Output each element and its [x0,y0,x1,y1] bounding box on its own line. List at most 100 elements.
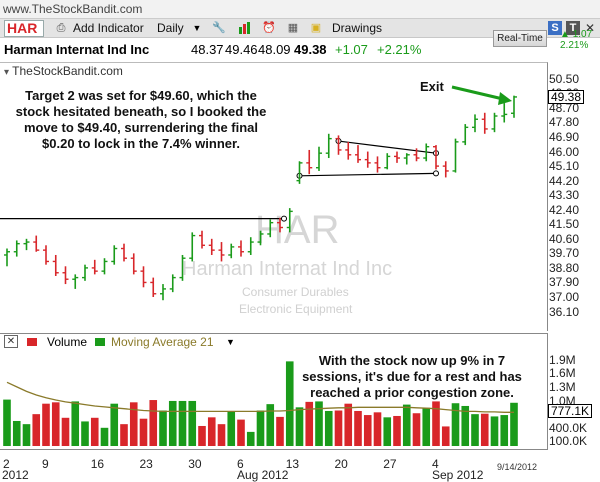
volume-bar [441,426,450,446]
month-label: Aug 2012 [237,468,289,482]
volume-bar [305,401,314,446]
month-label: 2012 [2,468,29,482]
volume-bar [324,410,333,446]
close-icon[interactable]: ✕ [585,21,596,35]
url-text[interactable]: www.TheStockBandit.com [3,2,143,16]
date-tick-label: 30 [188,457,202,471]
trendline-handle [433,170,439,177]
volume-bar [500,415,509,446]
annotation-target: Target 2 was set for $49.60, which the s… [15,88,267,151]
price-tick-label: 36.10 [549,304,580,319]
moving-average-line [6,381,514,413]
date-tick-label: 4 [432,457,439,471]
interval-select[interactable]: Daily [157,21,184,35]
annotation-exit: Exit [420,79,444,94]
symbol-input[interactable]: HAR [4,20,44,37]
volume-bar [373,412,382,446]
change-value: +1.07 [335,42,368,57]
date-tick-label: 27 [383,457,397,471]
volume-tick-label: 100.0K [549,434,588,449]
change-pct-value: +2.21% [377,42,422,57]
drawings-button[interactable]: Drawings [332,21,383,35]
calendar-icon[interactable]: ▦ [287,22,299,34]
volume-bar [237,419,245,446]
volume-bar [110,403,119,446]
price-tick-label: 44.20 [549,173,580,188]
volume-bar [71,401,80,446]
price-panel[interactable] [0,62,548,331]
alarm-icon[interactable]: ⏰ [262,22,276,34]
ma-dropdown-icon[interactable]: ▼ [226,337,235,347]
volume-bar [149,400,158,446]
watermark-name: Harman Internat Ind Inc [182,258,393,280]
site-label: ▾ TheStockBandit.com [4,64,123,78]
resistance-handle [281,215,287,222]
volume-bar [412,413,421,446]
volume-bar [422,407,431,446]
t-logo-icon[interactable]: T [566,21,580,35]
add-indicator-button[interactable]: Add Indicator [73,21,144,35]
last-price-flag: 49.38 [548,89,585,104]
watermark-sector: Consumer Durables [242,285,349,299]
date-tick-label: 9 [42,457,49,471]
open-value: 48.37 [191,42,224,57]
volume-tick-label: 1.3M [549,379,576,394]
volume-bar [266,404,275,446]
volume-bar [120,424,128,446]
volume-bar [510,402,518,446]
toolbar: HAR ⎙ Add Indicator Daily ▼ 🔧 ⏰ ▦ ▣ Draw… [0,19,600,38]
volume-bar [188,400,197,446]
quote-bar: Harman Internat Ind Inc 48.37 49.46 48.0… [0,41,490,59]
menu-arrow-icon[interactable]: ▾ [4,67,10,78]
volume-bar [81,421,89,446]
date-tick-label: 6 [237,457,244,471]
price-tick-label: 37.90 [549,275,580,290]
volume-flag: 777.1K [548,403,593,418]
price-tick-label: 38.80 [549,260,580,275]
volume-bar [334,410,343,446]
volume-bar [178,400,187,446]
exit-arrow-line [451,85,504,101]
volume-legend: Volume [47,335,88,349]
volume-bar [461,405,470,446]
volume-bar [129,402,138,446]
realtime-button[interactable]: Real-Time [493,30,547,47]
volume-legend-swatch [27,338,37,346]
print-icon[interactable]: ⎙ [56,22,66,34]
volume-bar [354,410,362,446]
volume-bar [159,410,167,446]
volume-bar [3,399,11,446]
dropdown-icon[interactable]: ▼ [192,23,202,33]
notes-icon[interactable]: ▣ [310,22,322,34]
volume-bar [256,410,265,446]
date-tick-label: 23 [139,457,153,471]
price-tick-label: 40.60 [549,231,580,246]
wrench-icon[interactable]: 🔧 [212,22,226,34]
volume-bar [402,404,411,446]
s-logo-icon[interactable]: S [548,21,562,35]
price-tick-label: 41.50 [549,217,580,232]
ma-legend: Moving Average 21 [111,335,214,349]
volume-bar [471,414,479,446]
volume-bar [393,415,401,446]
volume-bar [217,424,226,446]
date-tick-label: 16 [90,457,105,471]
date-tick-label: 13 [285,457,300,471]
low-value: 48.09 [258,42,291,57]
volume-panel[interactable] [0,333,548,449]
volume-bar [344,403,353,446]
price-tick-label: 43.30 [549,188,580,203]
date-tick-label: 2 [3,457,10,471]
bar-chart-icon[interactable] [238,21,252,35]
month-label: Sep 2012 [432,468,484,482]
volume-bar [51,402,60,446]
volume-bar [207,417,216,446]
volume-bar [32,414,41,446]
close-volume-icon[interactable]: ✕ [4,335,18,348]
volume-bar [363,415,372,446]
volume-bar [42,403,50,446]
annotation-volume: With the stock now up 9% in 7 sessions, … [302,353,522,400]
exit-arrow-head [498,92,512,105]
